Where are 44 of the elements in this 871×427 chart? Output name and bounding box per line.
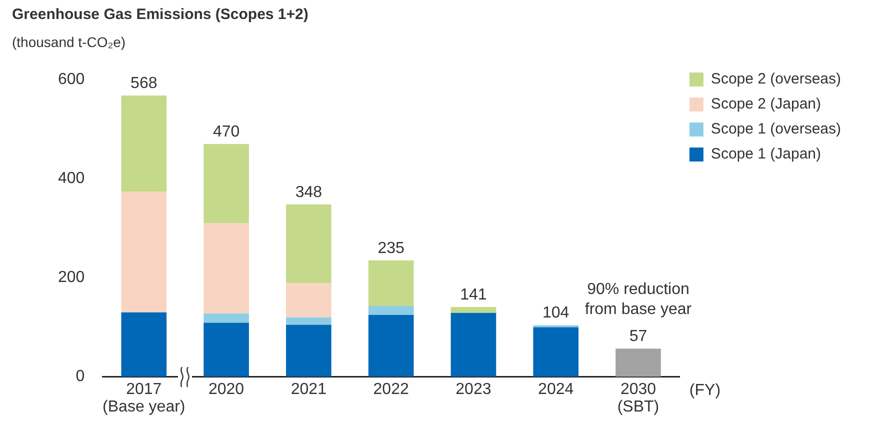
legend-label: Scope 2 (overseas) bbox=[710, 70, 842, 88]
bar bbox=[450, 312, 496, 377]
legend-label: Scope 1 (Japan) bbox=[710, 146, 822, 163]
x-tick-label: 2022 bbox=[373, 381, 409, 398]
bar bbox=[616, 348, 661, 377]
x-tick-label: 2030 (SBT) bbox=[617, 381, 660, 416]
x-tick-label: 2017 (Base year) bbox=[102, 381, 186, 416]
bar bbox=[450, 306, 496, 313]
bar bbox=[286, 283, 332, 318]
annotation: 90% reduction from base year bbox=[584, 280, 692, 318]
total-label: 57 bbox=[629, 328, 648, 345]
x-axis-title: (FY) bbox=[689, 382, 721, 400]
legend-label: Scope 1 (overseas) bbox=[710, 120, 842, 138]
x-tick-label: 2023 bbox=[456, 381, 492, 398]
bar bbox=[121, 192, 167, 312]
bar bbox=[286, 324, 332, 377]
y-tick-label: 400 bbox=[58, 170, 85, 188]
bar bbox=[286, 204, 332, 284]
total-label: 568 bbox=[130, 74, 158, 92]
x-tick-label: 2024 bbox=[538, 381, 574, 398]
bar bbox=[204, 322, 249, 377]
bar bbox=[533, 327, 579, 377]
y-tick-label: 200 bbox=[58, 269, 85, 286]
bar bbox=[204, 144, 249, 224]
total-label: 470 bbox=[212, 123, 240, 140]
y-tick-label: 0 bbox=[76, 368, 85, 386]
x-tick-label: 2021 bbox=[290, 381, 327, 398]
chart-title: Greenhouse Gas Emissions (Scopes 1+2) bbox=[12, 6, 308, 23]
total-label: 141 bbox=[460, 286, 487, 304]
bar bbox=[368, 306, 414, 315]
bar bbox=[204, 313, 249, 323]
bar bbox=[286, 317, 332, 325]
total-label: 235 bbox=[378, 240, 405, 257]
bar bbox=[368, 314, 414, 377]
legend-label: Scope 2 (Japan) bbox=[710, 96, 822, 113]
bar bbox=[121, 312, 167, 377]
bar bbox=[121, 95, 167, 192]
bar bbox=[204, 223, 249, 314]
y-axis-title: (thousand t-CO₂e) bbox=[12, 34, 126, 50]
x-tick-label: 2020 bbox=[208, 381, 244, 398]
bar bbox=[368, 260, 414, 306]
y-tick-label: 600 bbox=[58, 71, 85, 88]
total-label: 348 bbox=[295, 184, 322, 201]
total-label: 104 bbox=[542, 304, 570, 322]
